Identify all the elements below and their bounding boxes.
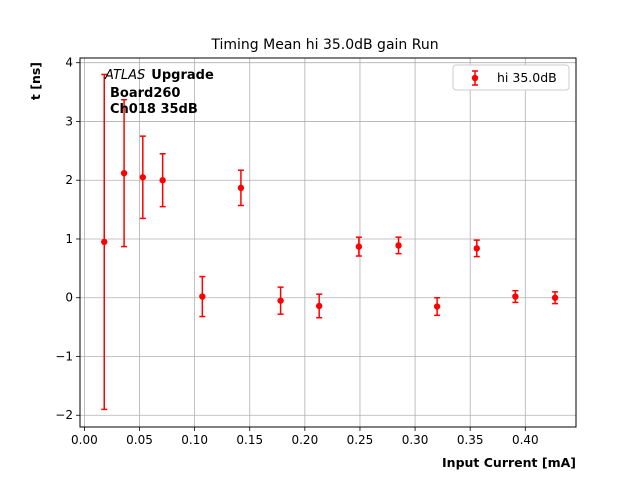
legend: hi 35.0dB — [452, 64, 570, 91]
legend-marker — [471, 74, 479, 82]
annotation-channel: Ch018 35dB — [110, 102, 198, 117]
x-tick-label: 0.05 — [126, 433, 153, 447]
legend-label: hi 35.0dB — [497, 70, 557, 85]
x-tick-label: 0.00 — [71, 433, 98, 447]
y-tick-label: 3 — [65, 114, 73, 128]
data-point — [120, 169, 128, 177]
data-point — [433, 303, 441, 310]
data-point — [237, 184, 245, 192]
axes-frame — [79, 57, 577, 428]
data-point — [199, 293, 206, 300]
chart-title: Timing Mean hi 35.0dB gain Run — [210, 37, 438, 53]
x-axis-label: Input Current [mA] — [442, 455, 576, 470]
x-tick-label: 0.25 — [347, 433, 374, 447]
y-tick-label: −2 — [55, 408, 73, 422]
x-tick-label: 0.10 — [181, 433, 208, 447]
annotation-upgrade: Upgrade — [151, 68, 214, 83]
ticks-layer: 0.00 0.05 0.10 0.15 0.20 0.25 0.30 0.35 0.40 −2 −1… — [55, 56, 538, 447]
data-point — [355, 243, 363, 250]
atlas-annotation: ATLAS Upgrade Board260 Ch018 35dB — [104, 68, 214, 117]
data-point — [551, 294, 559, 301]
annotation-board: Board260 — [110, 86, 180, 101]
y-tick-label: 2 — [65, 173, 73, 187]
y-tick-label: 4 — [65, 56, 73, 70]
data-point — [159, 177, 166, 184]
data-point — [101, 238, 108, 246]
data-point — [139, 174, 147, 181]
data-point — [277, 297, 284, 304]
data-point — [512, 293, 519, 300]
data-point — [395, 242, 402, 249]
y-axis-label: t [ns] — [28, 62, 43, 100]
data-point — [473, 245, 480, 252]
x-tick-label: 0.30 — [402, 433, 429, 447]
y-tick-label: 0 — [65, 291, 73, 305]
legend-frame — [452, 64, 570, 91]
grid — [80, 58, 576, 427]
data-point — [315, 302, 323, 310]
x-tick-label: 0.35 — [457, 433, 484, 447]
annotation-atlas: ATLAS — [104, 68, 145, 83]
y-tick-label: 1 — [65, 232, 73, 246]
annotation-line1: ATLAS Upgrade — [104, 68, 214, 83]
x-tick-label: 0.20 — [291, 433, 318, 447]
series-layer — [101, 73, 559, 411]
y-tick-label: −1 — [55, 349, 73, 363]
x-tick-label: 0.15 — [236, 433, 263, 447]
x-tick-label: 0.40 — [512, 433, 539, 447]
